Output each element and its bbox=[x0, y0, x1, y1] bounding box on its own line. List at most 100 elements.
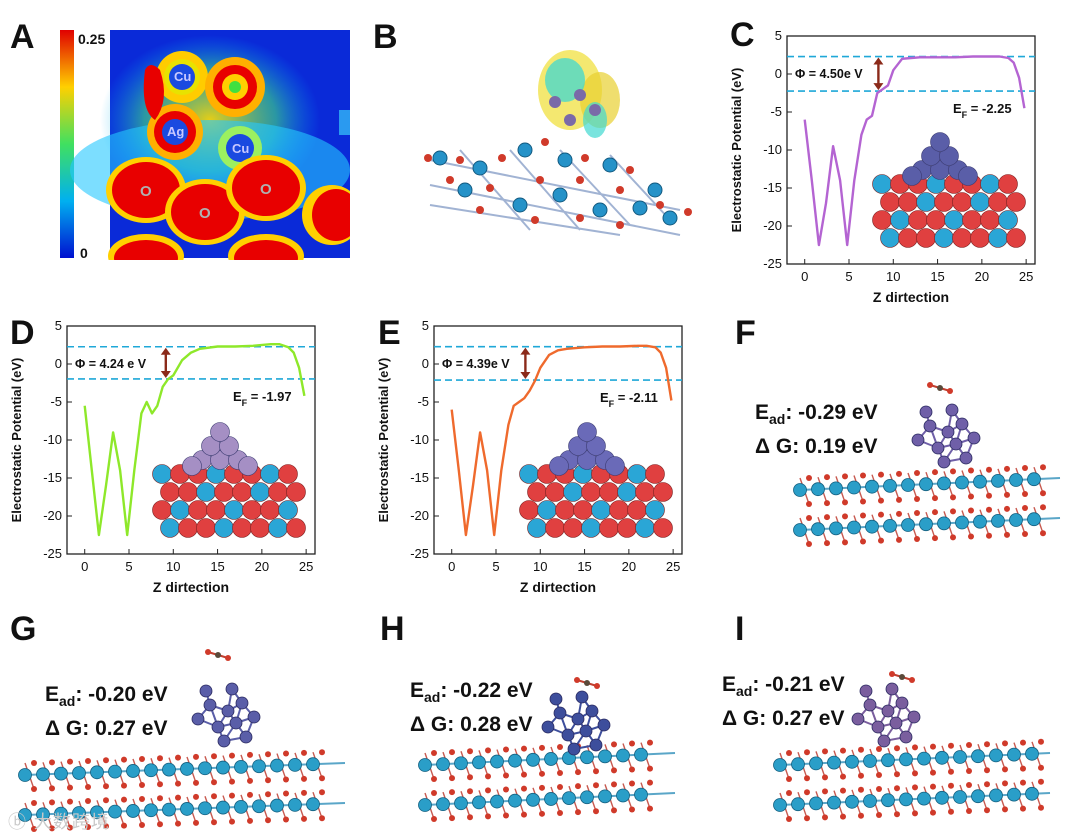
slab-oxygen-atom bbox=[894, 811, 900, 818]
slab-oxygen-atom bbox=[283, 776, 289, 783]
inset-atom bbox=[952, 192, 972, 212]
slab-oxygen-atom bbox=[193, 779, 199, 786]
cluster-atom bbox=[210, 422, 230, 442]
slab-oxygen-atom bbox=[139, 821, 145, 828]
slab-oxygen-atom bbox=[1002, 740, 1008, 747]
slab-metal-atom bbox=[899, 752, 913, 767]
slab-oxygen-atom bbox=[247, 751, 253, 758]
slab-oxygen-atom bbox=[103, 757, 109, 764]
slab-oxygen-atom bbox=[103, 783, 109, 790]
slab-metal-atom bbox=[791, 797, 805, 812]
cluster-atom bbox=[229, 716, 243, 730]
slab-oxygen-atom bbox=[1002, 806, 1008, 813]
slab-metal-atom bbox=[616, 748, 630, 763]
cluster-atom bbox=[219, 436, 239, 456]
slab-oxygen-atom bbox=[966, 808, 972, 814]
energy-text-i: Ead: -0.21 eV Δ G: 0.27 eV bbox=[722, 672, 845, 731]
slab-metal-atom bbox=[847, 520, 861, 535]
slab-oxygen-atom bbox=[1002, 780, 1008, 787]
slab-metal-atom bbox=[126, 764, 140, 778]
inset-atom bbox=[206, 500, 226, 520]
slab-oxygen-atom bbox=[521, 745, 527, 752]
x-tick-label: 25 bbox=[1019, 269, 1033, 284]
inset-atom bbox=[178, 518, 198, 538]
cluster-atom bbox=[945, 403, 959, 417]
slab-oxygen-atom bbox=[629, 740, 635, 747]
cluster-atom bbox=[225, 682, 239, 696]
slab-metal-atom bbox=[454, 796, 468, 811]
slab-oxygen-atom bbox=[1022, 491, 1028, 498]
y-tick-label: 5 bbox=[55, 318, 62, 333]
slab-oxygen-atom bbox=[932, 495, 938, 502]
slab-oxygen-atom bbox=[157, 781, 163, 788]
co2-oxygen-atom bbox=[594, 683, 600, 689]
slab-metal-atom bbox=[144, 763, 158, 778]
dg-value-h: Δ G: 0.28 eV bbox=[410, 712, 533, 736]
y-tick-label: 5 bbox=[422, 318, 429, 333]
slab-oxygen-atom bbox=[485, 787, 491, 794]
dg-value-g: Δ G: 0.27 eV bbox=[45, 716, 168, 740]
inset-atom bbox=[970, 228, 990, 248]
slab-metal-atom bbox=[973, 514, 987, 529]
inset-atom bbox=[970, 192, 990, 212]
y-tick-label: -5 bbox=[417, 394, 429, 409]
slab-oxygen-atom bbox=[31, 826, 37, 832]
slab-metal-atom bbox=[252, 759, 266, 774]
slab-metal-atom bbox=[1025, 746, 1039, 761]
slab-oxygen-atom bbox=[85, 783, 91, 790]
inset-atom bbox=[188, 500, 208, 520]
slab-oxygen-atom bbox=[876, 746, 882, 752]
fermi-energy-label: EF = -1.97 bbox=[233, 389, 292, 408]
slab-metal-atom bbox=[508, 793, 522, 808]
slab-oxygen-atom bbox=[503, 772, 509, 779]
work-function-label: Φ = 4.39e V bbox=[442, 357, 510, 371]
slab-oxygen-atom bbox=[968, 467, 974, 474]
cluster-atom bbox=[895, 696, 909, 710]
potential-plot-c: 0 5 10 15 20 25 5 0 -5 -10 -15 -20 -25 Z dirtection El… bbox=[729, 28, 1036, 305]
x-tick-label: 20 bbox=[975, 269, 989, 284]
slab-oxygen-atom bbox=[966, 742, 972, 748]
slab-oxygen-atom bbox=[984, 781, 990, 788]
slab-oxygen-atom bbox=[319, 789, 325, 796]
y-tick-label: -25 bbox=[43, 546, 62, 561]
inset-atom bbox=[898, 228, 918, 248]
slab-metal-atom bbox=[991, 513, 1005, 528]
slab-oxygen-atom bbox=[629, 766, 635, 773]
inset-atom bbox=[232, 518, 252, 538]
cluster-atom bbox=[199, 684, 213, 698]
slab-oxygen-atom bbox=[986, 492, 992, 499]
inset-atom bbox=[880, 228, 900, 248]
slab-oxygen-atom bbox=[786, 790, 792, 796]
slab-metal-atom bbox=[863, 794, 877, 808]
slab-oxygen-atom bbox=[575, 769, 581, 776]
slab-oxygen-atom bbox=[966, 782, 972, 788]
slab-metal-atom bbox=[883, 478, 897, 493]
slab-oxygen-atom bbox=[67, 824, 73, 831]
ead-value-h: : -0.22 eV bbox=[440, 679, 533, 702]
slab-oxygen-atom bbox=[840, 787, 846, 794]
inset-atom bbox=[224, 500, 244, 520]
slab-oxygen-atom bbox=[930, 809, 936, 816]
cluster-atom bbox=[585, 704, 599, 718]
inset-atom bbox=[260, 464, 280, 484]
inset-atom bbox=[563, 518, 583, 538]
slab-oxygen-atom bbox=[896, 510, 902, 517]
inset-atom bbox=[872, 210, 892, 230]
slab-metal-atom bbox=[306, 757, 320, 772]
slab-oxygen-atom bbox=[539, 784, 545, 791]
energy-text-f: Ead: -0.29 eV Δ G: 0.19 eV bbox=[755, 400, 878, 459]
inset-atom bbox=[519, 500, 539, 520]
inset-atom bbox=[170, 500, 190, 520]
slab-oxygen-atom bbox=[647, 765, 653, 772]
cluster-atom bbox=[871, 720, 885, 734]
slab-oxygen-atom bbox=[1020, 739, 1026, 746]
slab-metal-atom bbox=[827, 795, 841, 810]
slab-oxygen-atom bbox=[840, 773, 846, 780]
inset-atom bbox=[591, 500, 611, 520]
slab-oxygen-atom bbox=[806, 475, 812, 481]
cluster-atom bbox=[937, 455, 951, 469]
slab-oxygen-atom bbox=[984, 807, 990, 814]
x-tick-label: 15 bbox=[210, 559, 224, 574]
slab-metal-atom bbox=[971, 789, 985, 804]
slab-oxygen-atom bbox=[49, 799, 55, 806]
